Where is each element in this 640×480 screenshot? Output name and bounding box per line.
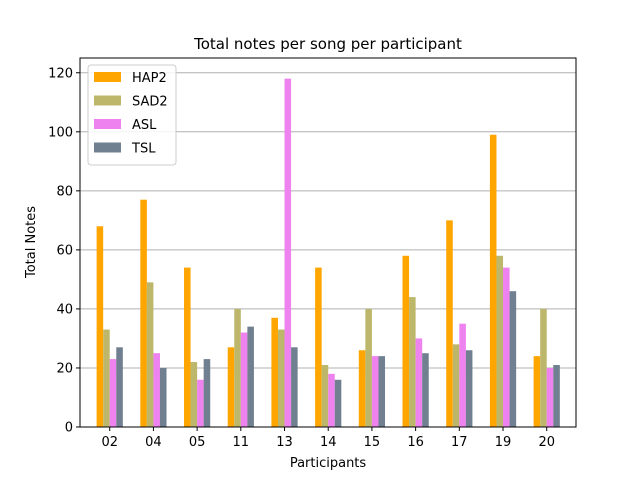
legend-swatch-asl bbox=[94, 119, 121, 129]
bar-hap2-02 bbox=[96, 226, 104, 427]
x-tick-label: 05 bbox=[189, 435, 206, 450]
x-tick-label: 19 bbox=[495, 435, 512, 450]
legend-label-hap2: HAP2 bbox=[132, 71, 167, 86]
bar-tsl-14 bbox=[334, 379, 342, 427]
bar-asl-11 bbox=[240, 332, 248, 427]
y-tick-label: 0 bbox=[65, 421, 73, 436]
x-tick-label: 16 bbox=[407, 435, 424, 450]
bar-hap2-17 bbox=[446, 220, 453, 427]
bar-sad2-02 bbox=[103, 329, 110, 427]
legend-label-tsl: TSL bbox=[131, 142, 156, 157]
x-tick-label: 04 bbox=[145, 435, 162, 450]
bar-sad2-19 bbox=[496, 255, 504, 427]
legend-swatch-sad2 bbox=[94, 95, 121, 106]
bar-tsl-20 bbox=[553, 365, 560, 427]
bar-tsl-02 bbox=[116, 347, 123, 427]
bar-tsl-11 bbox=[247, 326, 254, 427]
chart-title: Total notes per song per participant bbox=[193, 35, 462, 53]
y-tick-label: 20 bbox=[56, 361, 73, 376]
bar-tsl-16 bbox=[422, 353, 429, 427]
bar-sad2-20 bbox=[540, 308, 547, 427]
bar-sad2-05 bbox=[190, 362, 198, 427]
bar-tsl-17 bbox=[465, 350, 473, 427]
bar-hap2-11 bbox=[227, 347, 235, 427]
bar-hap2-04 bbox=[140, 199, 147, 427]
bar-sad2-14 bbox=[321, 365, 329, 427]
bar-asl-16 bbox=[415, 338, 423, 427]
x-axis-label: Participants bbox=[290, 456, 367, 471]
bar-tsl-13 bbox=[291, 347, 298, 427]
bar-sad2-17 bbox=[452, 344, 460, 427]
x-tick-label: 14 bbox=[320, 435, 337, 450]
y-tick-label: 80 bbox=[56, 184, 73, 199]
x-tick-label: 11 bbox=[233, 435, 250, 450]
bar-asl-20 bbox=[546, 367, 554, 427]
bar-sad2-04 bbox=[146, 282, 154, 427]
bar-sad2-16 bbox=[409, 297, 416, 427]
bars bbox=[96, 78, 560, 427]
bar-hap2-13 bbox=[271, 317, 278, 427]
bar-asl-17 bbox=[459, 323, 466, 427]
bar-asl-04 bbox=[153, 353, 160, 427]
y-axis: 0 20 40 60 80 100 120 bbox=[48, 66, 80, 436]
y-tick-label: 60 bbox=[56, 243, 73, 258]
bar-sad2-15 bbox=[365, 308, 372, 427]
y-tick-label: 100 bbox=[48, 125, 73, 140]
bar-tsl-05 bbox=[203, 359, 211, 427]
bar-hap2-15 bbox=[358, 350, 366, 427]
bar-asl-02 bbox=[109, 359, 117, 427]
legend-swatch-hap2 bbox=[94, 72, 121, 82]
bar-asl-14 bbox=[328, 373, 335, 427]
legend-label-sad2: SAD2 bbox=[132, 95, 168, 110]
bar-hap2-20 bbox=[533, 356, 541, 427]
y-tick-label: 120 bbox=[48, 66, 73, 81]
bar-sad2-11 bbox=[234, 308, 241, 427]
bar-hap2-14 bbox=[315, 267, 322, 427]
x-tick-label: 02 bbox=[101, 435, 118, 450]
bar-tsl-04 bbox=[159, 367, 167, 427]
y-axis-label: Total Notes bbox=[24, 206, 39, 279]
bar-hap2-19 bbox=[489, 134, 497, 427]
bar-asl-15 bbox=[371, 356, 379, 427]
bar-hap2-16 bbox=[402, 255, 410, 427]
x-tick-label: 15 bbox=[364, 435, 381, 450]
bar-asl-13 bbox=[284, 78, 292, 427]
x-axis: 02 04 05 11 13 14 15 16 17 19 20 bbox=[101, 427, 555, 450]
bar-sad2-13 bbox=[277, 329, 285, 427]
bar-asl-19 bbox=[503, 267, 510, 427]
bar-tsl-19 bbox=[509, 291, 517, 427]
bar-tsl-15 bbox=[378, 356, 386, 427]
bar-hap2-05 bbox=[184, 267, 191, 427]
x-tick-label: 20 bbox=[538, 435, 555, 450]
legend-swatch-tsl bbox=[94, 142, 121, 153]
bar-asl-05 bbox=[197, 379, 204, 427]
x-tick-label: 17 bbox=[451, 435, 468, 450]
x-tick-label: 13 bbox=[276, 435, 293, 450]
legend-label-asl: ASL bbox=[132, 118, 157, 133]
legend: HAP2 SAD2 ASL TSL bbox=[87, 64, 177, 166]
y-tick-label: 40 bbox=[56, 302, 73, 317]
legend-box bbox=[87, 64, 177, 166]
